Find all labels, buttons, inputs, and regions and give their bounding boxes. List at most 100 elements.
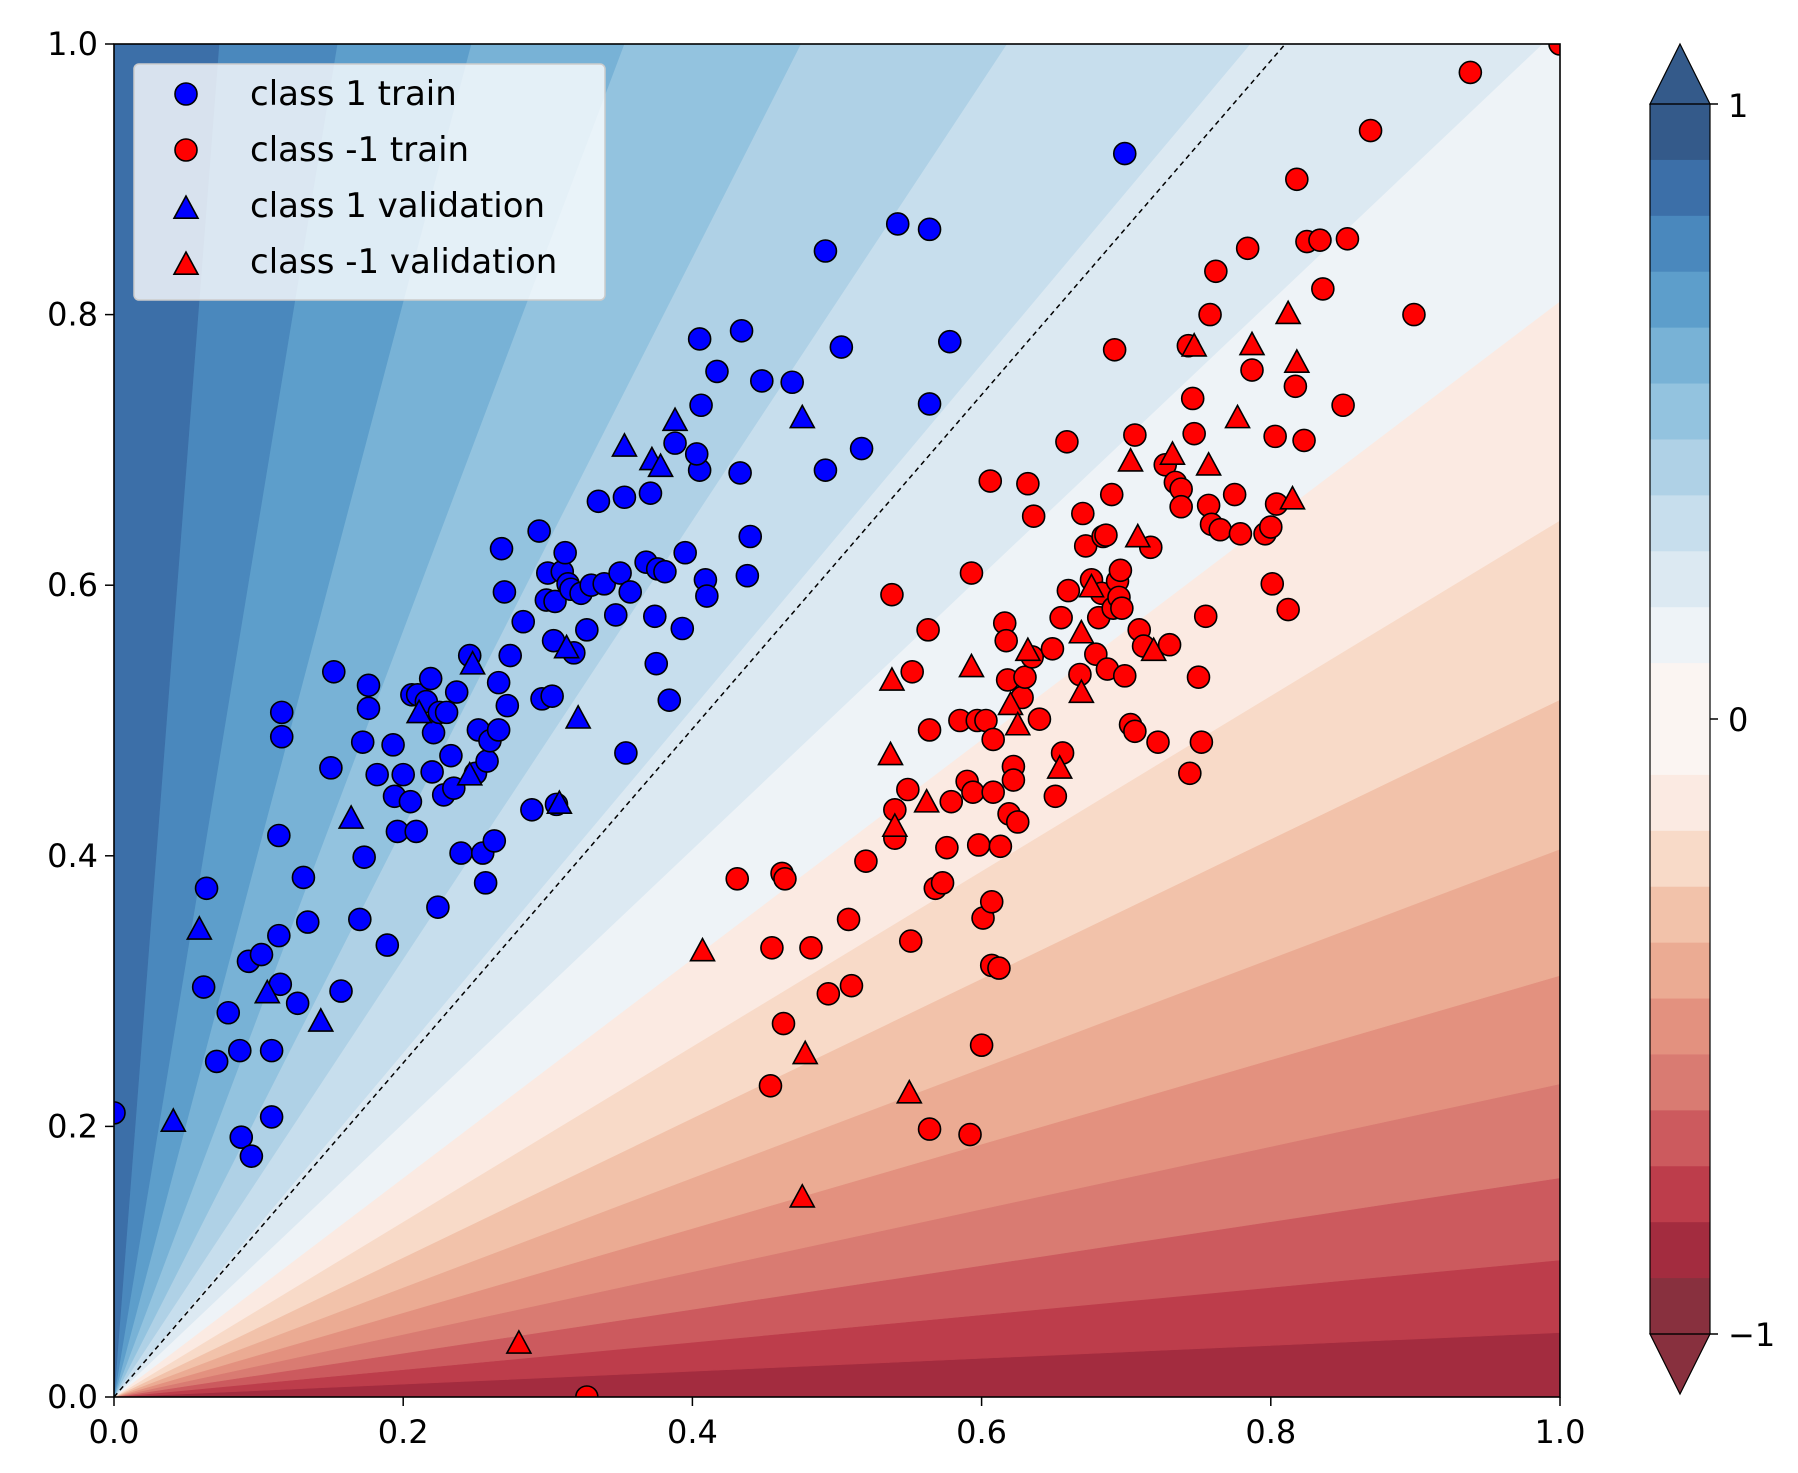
class-1-train-point	[319, 756, 343, 780]
x-tick-label: 1.0	[1535, 1413, 1586, 1451]
class-neg1-train-point	[939, 789, 964, 814]
class-neg1-train-point	[1112, 664, 1137, 688]
colorbar-label-neg1: −1	[1728, 1316, 1775, 1354]
class-1-train-point	[381, 733, 405, 757]
colorbar-band	[1650, 551, 1710, 608]
x-axis: 0.0 0.2 0.4 0.6 0.8 1.0	[89, 1397, 1586, 1451]
class-neg1-train-point	[773, 867, 797, 891]
class-neg1-train-point	[1402, 302, 1426, 327]
x-tick-label: 0.4	[667, 1413, 718, 1451]
class-1-train-point	[849, 436, 874, 461]
class-neg1-validation-point	[1068, 618, 1095, 644]
class-1-train-point	[540, 684, 564, 708]
colorbar-band	[1650, 439, 1710, 496]
class-neg1-validation-point	[1224, 403, 1251, 429]
class-neg1-train-point	[917, 718, 942, 742]
class-1-train-point	[608, 561, 632, 585]
y-tick-label: 0.4	[47, 837, 98, 875]
class-neg1-train-point	[1146, 730, 1170, 754]
x-tick-label: 0.2	[378, 1413, 429, 1451]
legend-marker	[172, 194, 200, 219]
class-neg1-train-point	[1263, 424, 1287, 449]
class-neg1-train-point	[1123, 719, 1147, 744]
class-1-train-point	[586, 489, 611, 514]
colorbar-label-0: 0	[1728, 701, 1748, 739]
class-neg1-train-point	[1102, 337, 1127, 362]
class-neg1-train-point	[1193, 604, 1218, 629]
class-1-validation-point	[661, 406, 689, 432]
class-1-train-point	[295, 910, 320, 934]
x-tick-label: 0.6	[956, 1413, 1007, 1451]
class-neg1-train-point	[958, 1122, 982, 1147]
class-1-train-point	[495, 693, 520, 718]
class-1-train-point	[329, 979, 353, 1003]
class-neg1-train-point	[961, 780, 985, 805]
class-1-train-point	[482, 829, 507, 853]
class-neg1-train-point	[839, 973, 864, 998]
class-neg1-validation-point	[1004, 710, 1032, 736]
colorbar-extend-bottom	[1649, 1333, 1711, 1396]
colorbar-band	[1650, 1110, 1710, 1167]
class-neg1-validation-point	[997, 690, 1024, 716]
class-neg1-train-point	[1335, 227, 1360, 251]
class-neg1-train-point	[1178, 761, 1202, 786]
legend-marker	[172, 250, 200, 276]
class-1-train-point	[486, 670, 511, 695]
class-neg1-validation-point	[1068, 678, 1095, 704]
class-neg1-train-point	[930, 871, 955, 895]
class-1-validation-point	[553, 633, 580, 659]
y-tick-label: 0.8	[47, 296, 98, 334]
class-neg1-train-point	[1021, 504, 1046, 528]
class-1-train-point	[267, 823, 291, 848]
class-1-train-point	[439, 743, 463, 768]
class-1-train-point	[194, 876, 219, 901]
colorbar-band	[1650, 1222, 1710, 1279]
class-neg1-train-point	[1055, 429, 1079, 454]
class-1-train-point	[553, 540, 577, 565]
class-neg1-train-point	[1235, 236, 1260, 261]
class-neg1-train-point	[836, 907, 861, 932]
class-1-train-point	[687, 327, 712, 351]
class-neg1-train-point	[1311, 277, 1335, 301]
class-1-train-point	[356, 673, 381, 698]
class-1-train-point	[813, 239, 838, 263]
class-1-train-point	[689, 393, 713, 418]
plot-frame	[113, 43, 1561, 1398]
class-1-train-point	[269, 700, 294, 725]
y-axis: 0.0 0.2 0.4 0.6 0.8 1.0	[47, 25, 114, 1416]
class-1-train-point	[937, 329, 962, 354]
scatter-points	[114, 44, 1560, 1397]
class-neg1-train-point	[935, 835, 959, 860]
class-neg1-train-point	[1198, 302, 1222, 327]
class-neg1-train-point	[1071, 501, 1095, 526]
class-neg1-validation-point	[505, 1329, 533, 1354]
y-tick-label: 0.6	[47, 566, 98, 604]
class-1-train-point	[750, 369, 774, 393]
class-1-validation-point	[253, 978, 281, 1004]
class-neg1-train-point	[760, 936, 784, 960]
class-neg1-train-point	[916, 618, 940, 642]
contour-band	[114, 44, 1251, 1397]
class-1-validation-point	[159, 1107, 187, 1132]
colorbar-band	[1650, 159, 1710, 217]
class-1-validation-point	[647, 452, 674, 478]
class-1-validation-point	[185, 915, 213, 940]
legend: class 1 train class -1 train class 1 val…	[133, 63, 606, 301]
class-neg1-train-point	[1186, 665, 1211, 690]
class-1-train-point	[348, 907, 372, 932]
class-1-train-point	[614, 741, 638, 765]
class-neg1-train-point	[1276, 597, 1300, 622]
class-1-train-point	[249, 942, 274, 967]
colorbar-extend-top	[1649, 42, 1711, 105]
class-1-validation-point	[611, 432, 638, 457]
class-1-train-point	[684, 442, 709, 466]
class-1-train-point	[285, 991, 310, 1016]
class-neg1-validation-point	[1078, 572, 1105, 598]
class-1-train-point	[728, 461, 752, 485]
class-1-train-point	[663, 431, 687, 455]
class-neg1-train-point	[1049, 605, 1073, 630]
class-1-train-point	[917, 217, 942, 242]
class-1-train-point	[475, 749, 499, 773]
class-neg1-train-point	[1013, 665, 1037, 690]
class-1-train-point	[492, 580, 517, 604]
